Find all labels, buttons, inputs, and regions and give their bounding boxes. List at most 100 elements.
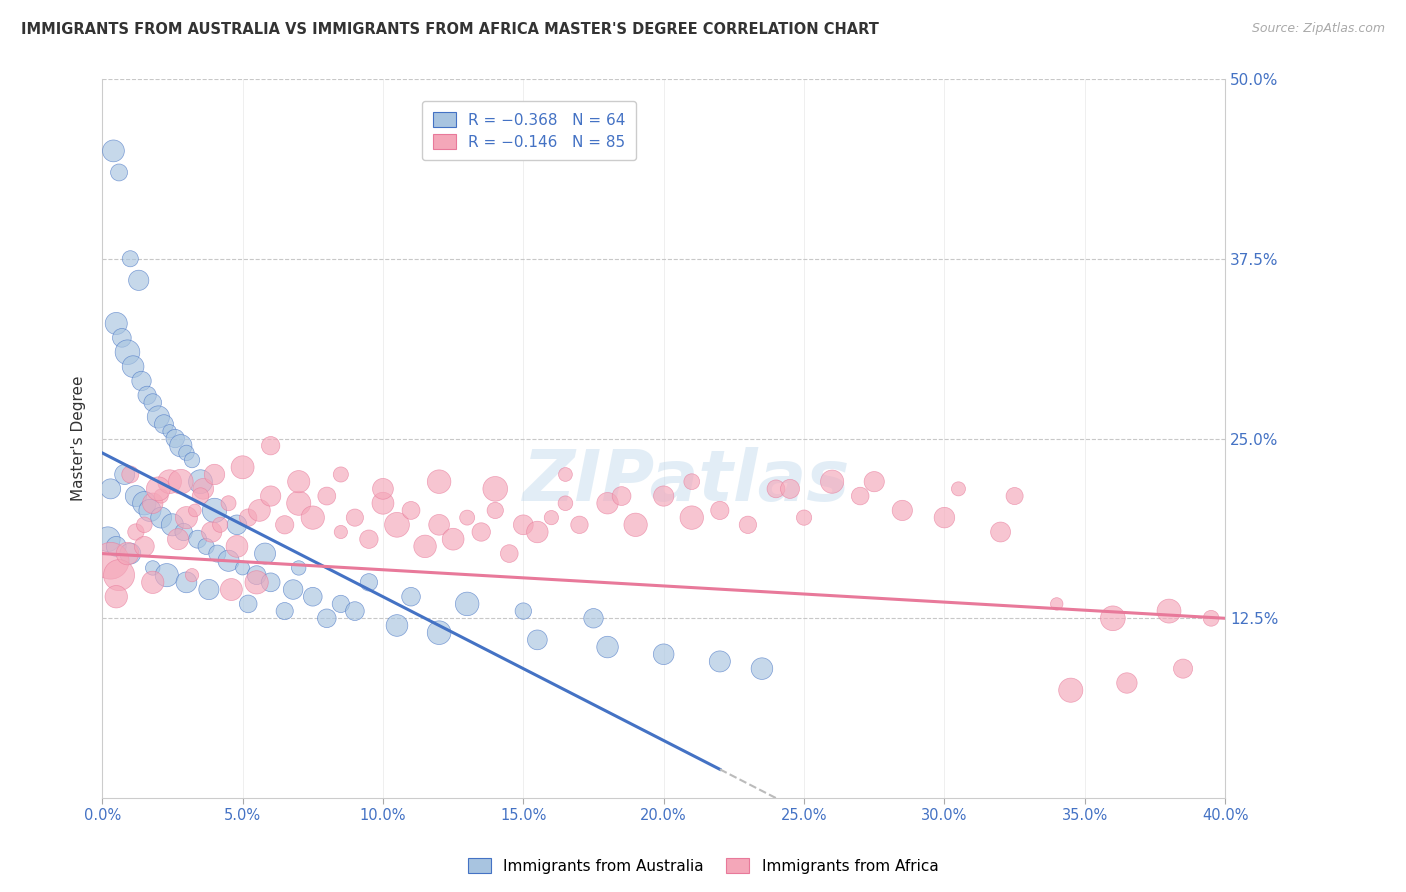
- Point: [343, 510, 366, 524]
- Point: [948, 482, 970, 496]
- Point: [371, 482, 394, 496]
- Point: [681, 510, 703, 524]
- Point: [427, 625, 450, 640]
- Point: [226, 517, 249, 532]
- Point: [120, 467, 142, 482]
- Point: [273, 517, 295, 532]
- Point: [184, 503, 207, 517]
- Point: [652, 489, 675, 503]
- Point: [193, 482, 215, 496]
- Point: [100, 482, 122, 496]
- Point: [165, 432, 187, 446]
- Point: [114, 467, 136, 482]
- Point: [863, 475, 886, 489]
- Point: [97, 532, 120, 546]
- Point: [195, 540, 218, 554]
- Point: [357, 532, 380, 546]
- Point: [120, 252, 142, 266]
- Point: [142, 395, 165, 409]
- Y-axis label: Master's Degree: Master's Degree: [72, 376, 86, 501]
- Point: [204, 467, 226, 482]
- Point: [173, 524, 195, 539]
- Point: [105, 317, 128, 331]
- Point: [122, 359, 145, 374]
- Point: [1004, 489, 1026, 503]
- Point: [540, 510, 562, 524]
- Point: [385, 517, 408, 532]
- Point: [456, 597, 478, 611]
- Point: [990, 524, 1012, 539]
- Point: [1171, 662, 1194, 676]
- Point: [751, 662, 773, 676]
- Point: [150, 510, 173, 524]
- Point: [470, 524, 492, 539]
- Point: [329, 467, 352, 482]
- Point: [568, 517, 591, 532]
- Point: [399, 590, 422, 604]
- Point: [100, 554, 122, 568]
- Point: [709, 655, 731, 669]
- Point: [582, 611, 605, 625]
- Point: [301, 510, 323, 524]
- Point: [1046, 597, 1069, 611]
- Point: [150, 489, 173, 503]
- Point: [201, 524, 224, 539]
- Point: [371, 496, 394, 510]
- Point: [162, 517, 184, 532]
- Point: [484, 503, 506, 517]
- Point: [105, 540, 128, 554]
- Point: [148, 409, 170, 424]
- Point: [190, 475, 212, 489]
- Point: [554, 467, 576, 482]
- Point: [610, 489, 633, 503]
- Point: [512, 604, 534, 618]
- Point: [181, 568, 204, 582]
- Point: [221, 582, 243, 597]
- Point: [413, 540, 436, 554]
- Point: [159, 475, 181, 489]
- Point: [209, 517, 232, 532]
- Point: [287, 475, 309, 489]
- Point: [596, 640, 619, 654]
- Point: [187, 532, 209, 546]
- Point: [156, 568, 179, 582]
- Point: [343, 604, 366, 618]
- Point: [484, 482, 506, 496]
- Point: [170, 439, 193, 453]
- Point: [891, 503, 914, 517]
- Point: [218, 554, 240, 568]
- Text: Source: ZipAtlas.com: Source: ZipAtlas.com: [1251, 22, 1385, 36]
- Point: [512, 517, 534, 532]
- Point: [142, 496, 165, 510]
- Point: [554, 496, 576, 510]
- Point: [427, 517, 450, 532]
- Text: ZIPatlas: ZIPatlas: [523, 447, 849, 516]
- Point: [526, 524, 548, 539]
- Point: [526, 632, 548, 647]
- Point: [441, 532, 464, 546]
- Point: [315, 611, 337, 625]
- Point: [142, 561, 165, 575]
- Point: [259, 439, 281, 453]
- Point: [238, 510, 260, 524]
- Point: [624, 517, 647, 532]
- Point: [226, 540, 249, 554]
- Point: [681, 475, 703, 489]
- Point: [246, 568, 269, 582]
- Point: [456, 510, 478, 524]
- Point: [238, 597, 260, 611]
- Point: [190, 489, 212, 503]
- Point: [117, 345, 139, 359]
- Point: [709, 503, 731, 517]
- Point: [204, 503, 226, 517]
- Point: [105, 590, 128, 604]
- Point: [207, 547, 229, 561]
- Point: [281, 582, 304, 597]
- Point: [427, 475, 450, 489]
- Point: [259, 575, 281, 590]
- Point: [849, 489, 872, 503]
- Point: [498, 547, 520, 561]
- Point: [167, 532, 190, 546]
- Point: [198, 582, 221, 597]
- Point: [246, 575, 269, 590]
